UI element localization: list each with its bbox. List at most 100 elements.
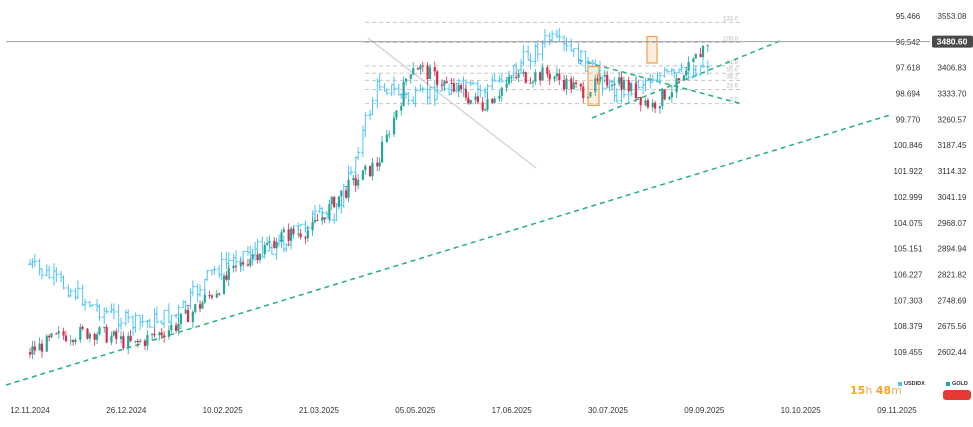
gold-candle	[371, 162, 374, 177]
gold-candle	[45, 335, 48, 352]
gold-candle	[404, 78, 408, 82]
gold-candle	[273, 240, 276, 249]
gold-candle	[392, 117, 396, 135]
right-axis-tick: 3333.70	[938, 90, 967, 99]
gold-candle	[529, 82, 532, 84]
gold-candle	[246, 264, 250, 266]
x-axis-tick: 26.12.2024	[106, 406, 147, 415]
fib-level-label: 133.0	[723, 16, 739, 22]
gold-candle	[661, 89, 664, 107]
gold-candle	[610, 85, 614, 87]
gold-candle	[658, 106, 661, 109]
legend-gold[interactable]: GOLD	[946, 381, 968, 387]
highlight-box-left[interactable]	[587, 65, 600, 107]
gold-candle	[428, 67, 432, 79]
gold-candle	[222, 275, 226, 294]
gold-candle	[539, 72, 542, 81]
gold-candle	[122, 336, 125, 348]
gold-candle	[48, 335, 51, 338]
gold-candle	[62, 331, 65, 336]
gold-candle	[692, 58, 695, 62]
gold-candle	[163, 335, 166, 337]
gold-candle	[57, 331, 60, 334]
gold-candle	[174, 325, 178, 331]
gold-candle	[553, 76, 556, 80]
gold-candle	[515, 76, 518, 78]
gold-candle	[38, 343, 41, 351]
gold-candle	[50, 333, 53, 338]
right-axis-tick: 3187.45	[938, 141, 967, 150]
gold-candle	[701, 45, 705, 58]
gold-candle	[203, 295, 206, 303]
legend-usdidx[interactable]: USDIDX	[898, 381, 925, 387]
gold-candle	[79, 326, 82, 340]
gold-candle	[198, 304, 202, 309]
x-axis-tick: 12.11.2024	[10, 406, 50, 415]
gold-candle	[637, 96, 640, 99]
gold-candle	[481, 102, 484, 111]
gold-candle	[263, 245, 266, 254]
gold-candle	[589, 92, 592, 97]
current-price-tag[interactable]	[932, 35, 973, 48]
gold-candle	[675, 78, 678, 93]
gold-candle	[622, 80, 626, 90]
gold-candle	[105, 326, 108, 343]
fib-level-label: 0.0	[730, 98, 739, 104]
gold-candle	[491, 99, 494, 103]
right-axis-tick: 3114.32	[938, 167, 967, 176]
x-axis-tick: 30.07.2025	[588, 406, 629, 415]
left-axis-tick: 100.846	[894, 141, 923, 150]
gold-candle	[40, 343, 44, 352]
gold-candle	[668, 97, 671, 100]
gold-candle	[282, 229, 285, 233]
gold-candle	[558, 73, 561, 81]
gold-candle	[158, 332, 161, 336]
fib-level-label: 100.0	[723, 37, 739, 43]
left-axis-tick: 95.466	[896, 12, 921, 21]
gold-candle	[143, 340, 147, 346]
gold-candle	[651, 102, 654, 108]
gold-candle	[486, 99, 489, 110]
gold-candle	[498, 95, 501, 99]
gold-candle	[531, 81, 535, 83]
gold-candle	[685, 70, 688, 76]
gold-candle	[706, 45, 709, 47]
highlight-box-right[interactable]	[646, 35, 658, 64]
left-axis-tick: 99.770	[896, 115, 921, 124]
gold-candle	[251, 254, 254, 260]
triangle-lower-trendline[interactable]	[591, 40, 781, 119]
gold-candle	[579, 83, 582, 87]
support-trendline[interactable]	[5, 114, 891, 386]
gold-series-button[interactable]	[943, 390, 971, 400]
fib-level-label: 61.8	[726, 60, 738, 66]
gold-candle	[380, 141, 384, 163]
gold-candle	[316, 220, 319, 222]
left-axis-tick: 98.694	[896, 90, 921, 99]
gold-candle	[409, 74, 412, 79]
right-axis-tick: 2748.69	[938, 296, 967, 305]
legend-gold-swatch	[946, 382, 950, 386]
right-axis-tick: 2602.44	[938, 348, 967, 357]
gold-candle	[416, 68, 420, 70]
gold-candle	[419, 65, 422, 70]
gold-candle	[136, 340, 139, 343]
legend-usdidx-swatch	[898, 382, 902, 386]
left-axis-tick: 107.303	[894, 296, 923, 305]
gold-candle	[86, 328, 89, 339]
gold-candle	[464, 89, 467, 98]
gold-candle	[594, 78, 597, 93]
gold-candle	[328, 204, 331, 220]
gold-candle	[275, 242, 278, 249]
x-axis-tick: 21.03.2025	[299, 406, 340, 415]
gold-candle	[352, 178, 355, 181]
gold-candle	[227, 268, 230, 280]
gold-candle	[167, 330, 171, 337]
gold-candle	[210, 295, 214, 298]
gold-candle	[433, 67, 436, 72]
gold-candle	[93, 333, 96, 340]
left-axis-tick: 102.999	[894, 193, 923, 202]
gold-candle	[81, 326, 84, 329]
right-axis-tick: 3260.57	[938, 115, 967, 124]
